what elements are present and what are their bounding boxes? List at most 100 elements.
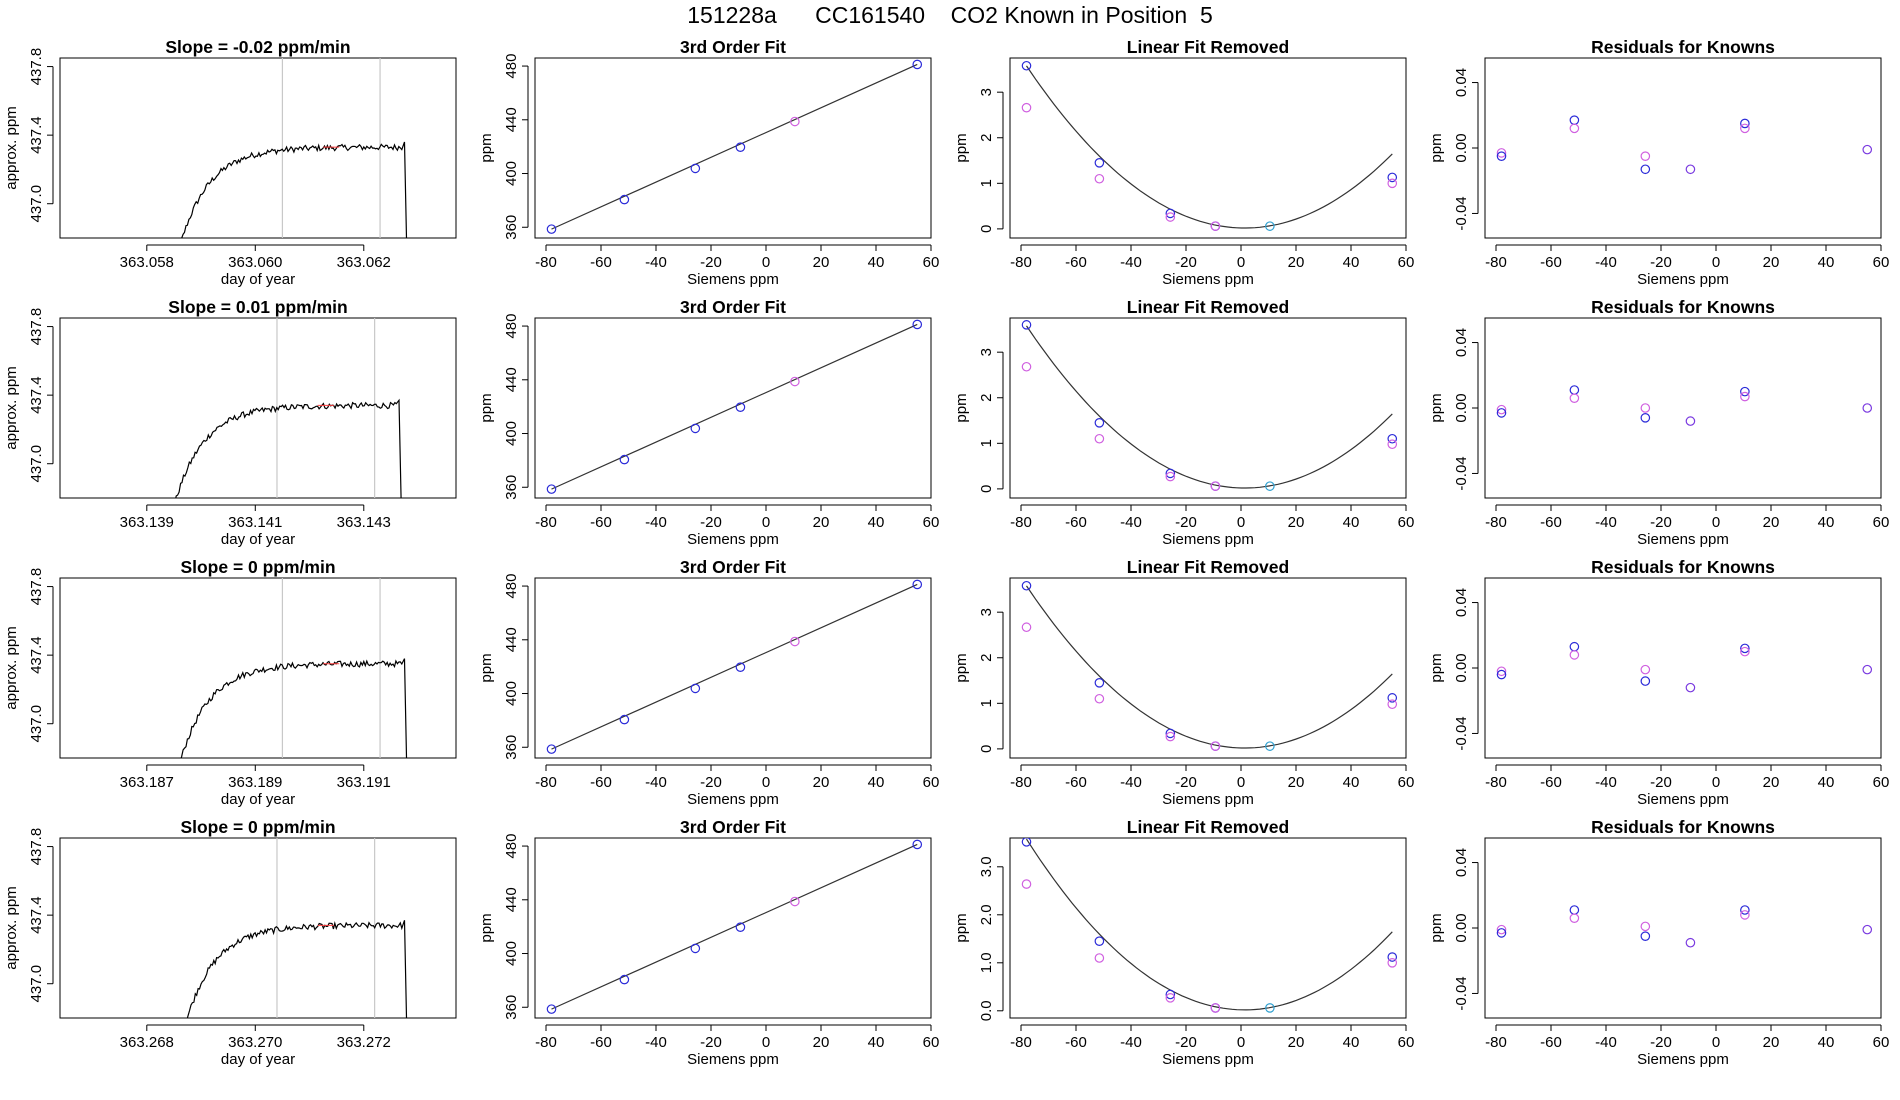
data-point	[1265, 481, 1275, 491]
data-point	[1021, 60, 1032, 71]
x-tick-label: -60	[1065, 1034, 1087, 1051]
y-tick-label: 2.0	[978, 904, 995, 925]
data-point	[1685, 416, 1696, 426]
x-tick-label: 40	[1343, 774, 1360, 791]
fit-line	[551, 843, 918, 1010]
data-point	[1265, 741, 1275, 751]
data-point	[1387, 178, 1398, 189]
chart-panel-r1-fit: 3rd Order Fit -80 -60 -40 -20 0 20 40 60 Siemens …	[478, 37, 939, 288]
x-tick-label: 0	[1712, 774, 1720, 791]
y-axis-label: ppm	[953, 133, 970, 162]
x-axis-label: Siemens ppm	[687, 271, 779, 288]
x-tick-label: -20	[700, 1034, 722, 1051]
data-point	[790, 376, 800, 387]
x-tick-label: 20	[813, 774, 830, 791]
data-point	[546, 744, 557, 754]
y-axis-label: approx. ppm	[3, 106, 20, 189]
data-point	[1640, 151, 1651, 161]
x-tick-label: 363.139	[120, 514, 174, 531]
data-point	[1165, 468, 1176, 479]
x-tick-label: 40	[1343, 254, 1360, 271]
x-tick-label: 363.191	[337, 774, 391, 791]
x-tick-label: 20	[813, 1034, 830, 1051]
x-tick-label: 20	[1288, 1034, 1305, 1051]
x-tick-label: 0	[1712, 1034, 1720, 1051]
data-point	[1569, 393, 1580, 403]
x-tick-label: 60	[1398, 254, 1415, 271]
y-tick-label: 0.04	[1453, 588, 1470, 617]
data-point	[1021, 580, 1032, 591]
x-tick-label: -60	[590, 254, 612, 271]
x-tick-label: -20	[1175, 514, 1197, 531]
data-point	[1021, 838, 1032, 847]
x-tick-label: 40	[1818, 774, 1835, 791]
y-axis-label: ppm	[953, 653, 970, 682]
data-point	[619, 974, 630, 985]
y-tick-label: -0.04	[1453, 456, 1470, 490]
plot-frame	[1484, 577, 1882, 759]
data-point	[546, 1004, 557, 1014]
x-tick-label: -60	[1540, 514, 1562, 531]
x-tick-label: -40	[645, 1034, 667, 1051]
y-axis-label: ppm	[1428, 653, 1445, 682]
x-tick-label: 40	[1818, 254, 1835, 271]
x-tick-label: 0	[1712, 254, 1720, 271]
concentration-trace	[181, 141, 408, 238]
x-tick-label: 0	[1237, 254, 1245, 271]
x-tick-label: 60	[1873, 254, 1890, 271]
data-point	[1496, 669, 1507, 680]
data-point	[1021, 102, 1032, 113]
y-tick-label: 437.8	[28, 48, 45, 86]
x-tick-label: -20	[1650, 254, 1672, 271]
x-tick-label: 20	[813, 254, 830, 271]
x-tick-label: 40	[1818, 514, 1835, 531]
data-point	[735, 402, 746, 412]
data-point	[619, 454, 630, 465]
data-point	[1685, 682, 1696, 693]
chart-panel-r3-lin: Linear Fit Removed-80 -60 -40 -20 0 20 40 60Sie…	[953, 557, 1414, 808]
data-point	[1740, 386, 1750, 397]
x-tick-label: 0	[762, 774, 770, 791]
data-point	[1387, 693, 1398, 703]
data-point	[546, 224, 557, 234]
data-point	[735, 922, 746, 932]
x-tick-label: -40	[1120, 514, 1142, 531]
y-tick-label: 400	[503, 161, 520, 186]
concentration-trace	[186, 920, 408, 1018]
x-tick-label: 0	[1237, 1034, 1245, 1051]
x-axis-label: Siemens ppm	[1162, 1051, 1254, 1068]
data-point	[1165, 993, 1176, 1003]
x-axis-label: Siemens ppm	[1162, 791, 1254, 808]
plot-area	[546, 319, 923, 494]
x-tick-label: -20	[700, 514, 722, 531]
y-tick-label: 0.04	[1453, 328, 1470, 357]
y-tick-label: 3	[978, 88, 995, 96]
x-tick-label: -20	[1175, 1034, 1197, 1051]
concentration-trace	[175, 398, 402, 498]
x-tick-label: 40	[1343, 1034, 1360, 1051]
y-axis-label: ppm	[953, 913, 970, 942]
y-axis-label: ppm	[1428, 133, 1445, 162]
chart-title: Linear Fit Removed	[1127, 557, 1289, 577]
x-tick-label: -80	[1485, 1034, 1507, 1051]
chart-title: 3rd Order Fit	[680, 37, 786, 57]
fit-curve	[1026, 65, 1393, 229]
y-tick-label: 437.4	[28, 376, 45, 414]
y-axis-label: approx. ppm	[3, 886, 20, 969]
data-point	[619, 194, 630, 205]
plot-frame	[59, 837, 457, 1019]
y-tick-label: 1	[978, 699, 995, 707]
x-tick-label: -40	[1120, 254, 1142, 271]
fit-line	[551, 323, 918, 490]
plot-area	[1021, 320, 1398, 491]
chart-title: 3rd Order Fit	[680, 557, 786, 577]
y-tick-label: 400	[503, 681, 520, 706]
x-tick-label: -80	[535, 514, 557, 531]
y-tick-label: -0.04	[1453, 716, 1470, 750]
chart-title: Residuals for Knowns	[1591, 817, 1775, 837]
data-point	[1387, 699, 1398, 710]
y-tick-label: 1	[978, 439, 995, 447]
data-point	[619, 714, 630, 725]
y-tick-label: 0.04	[1453, 848, 1470, 877]
